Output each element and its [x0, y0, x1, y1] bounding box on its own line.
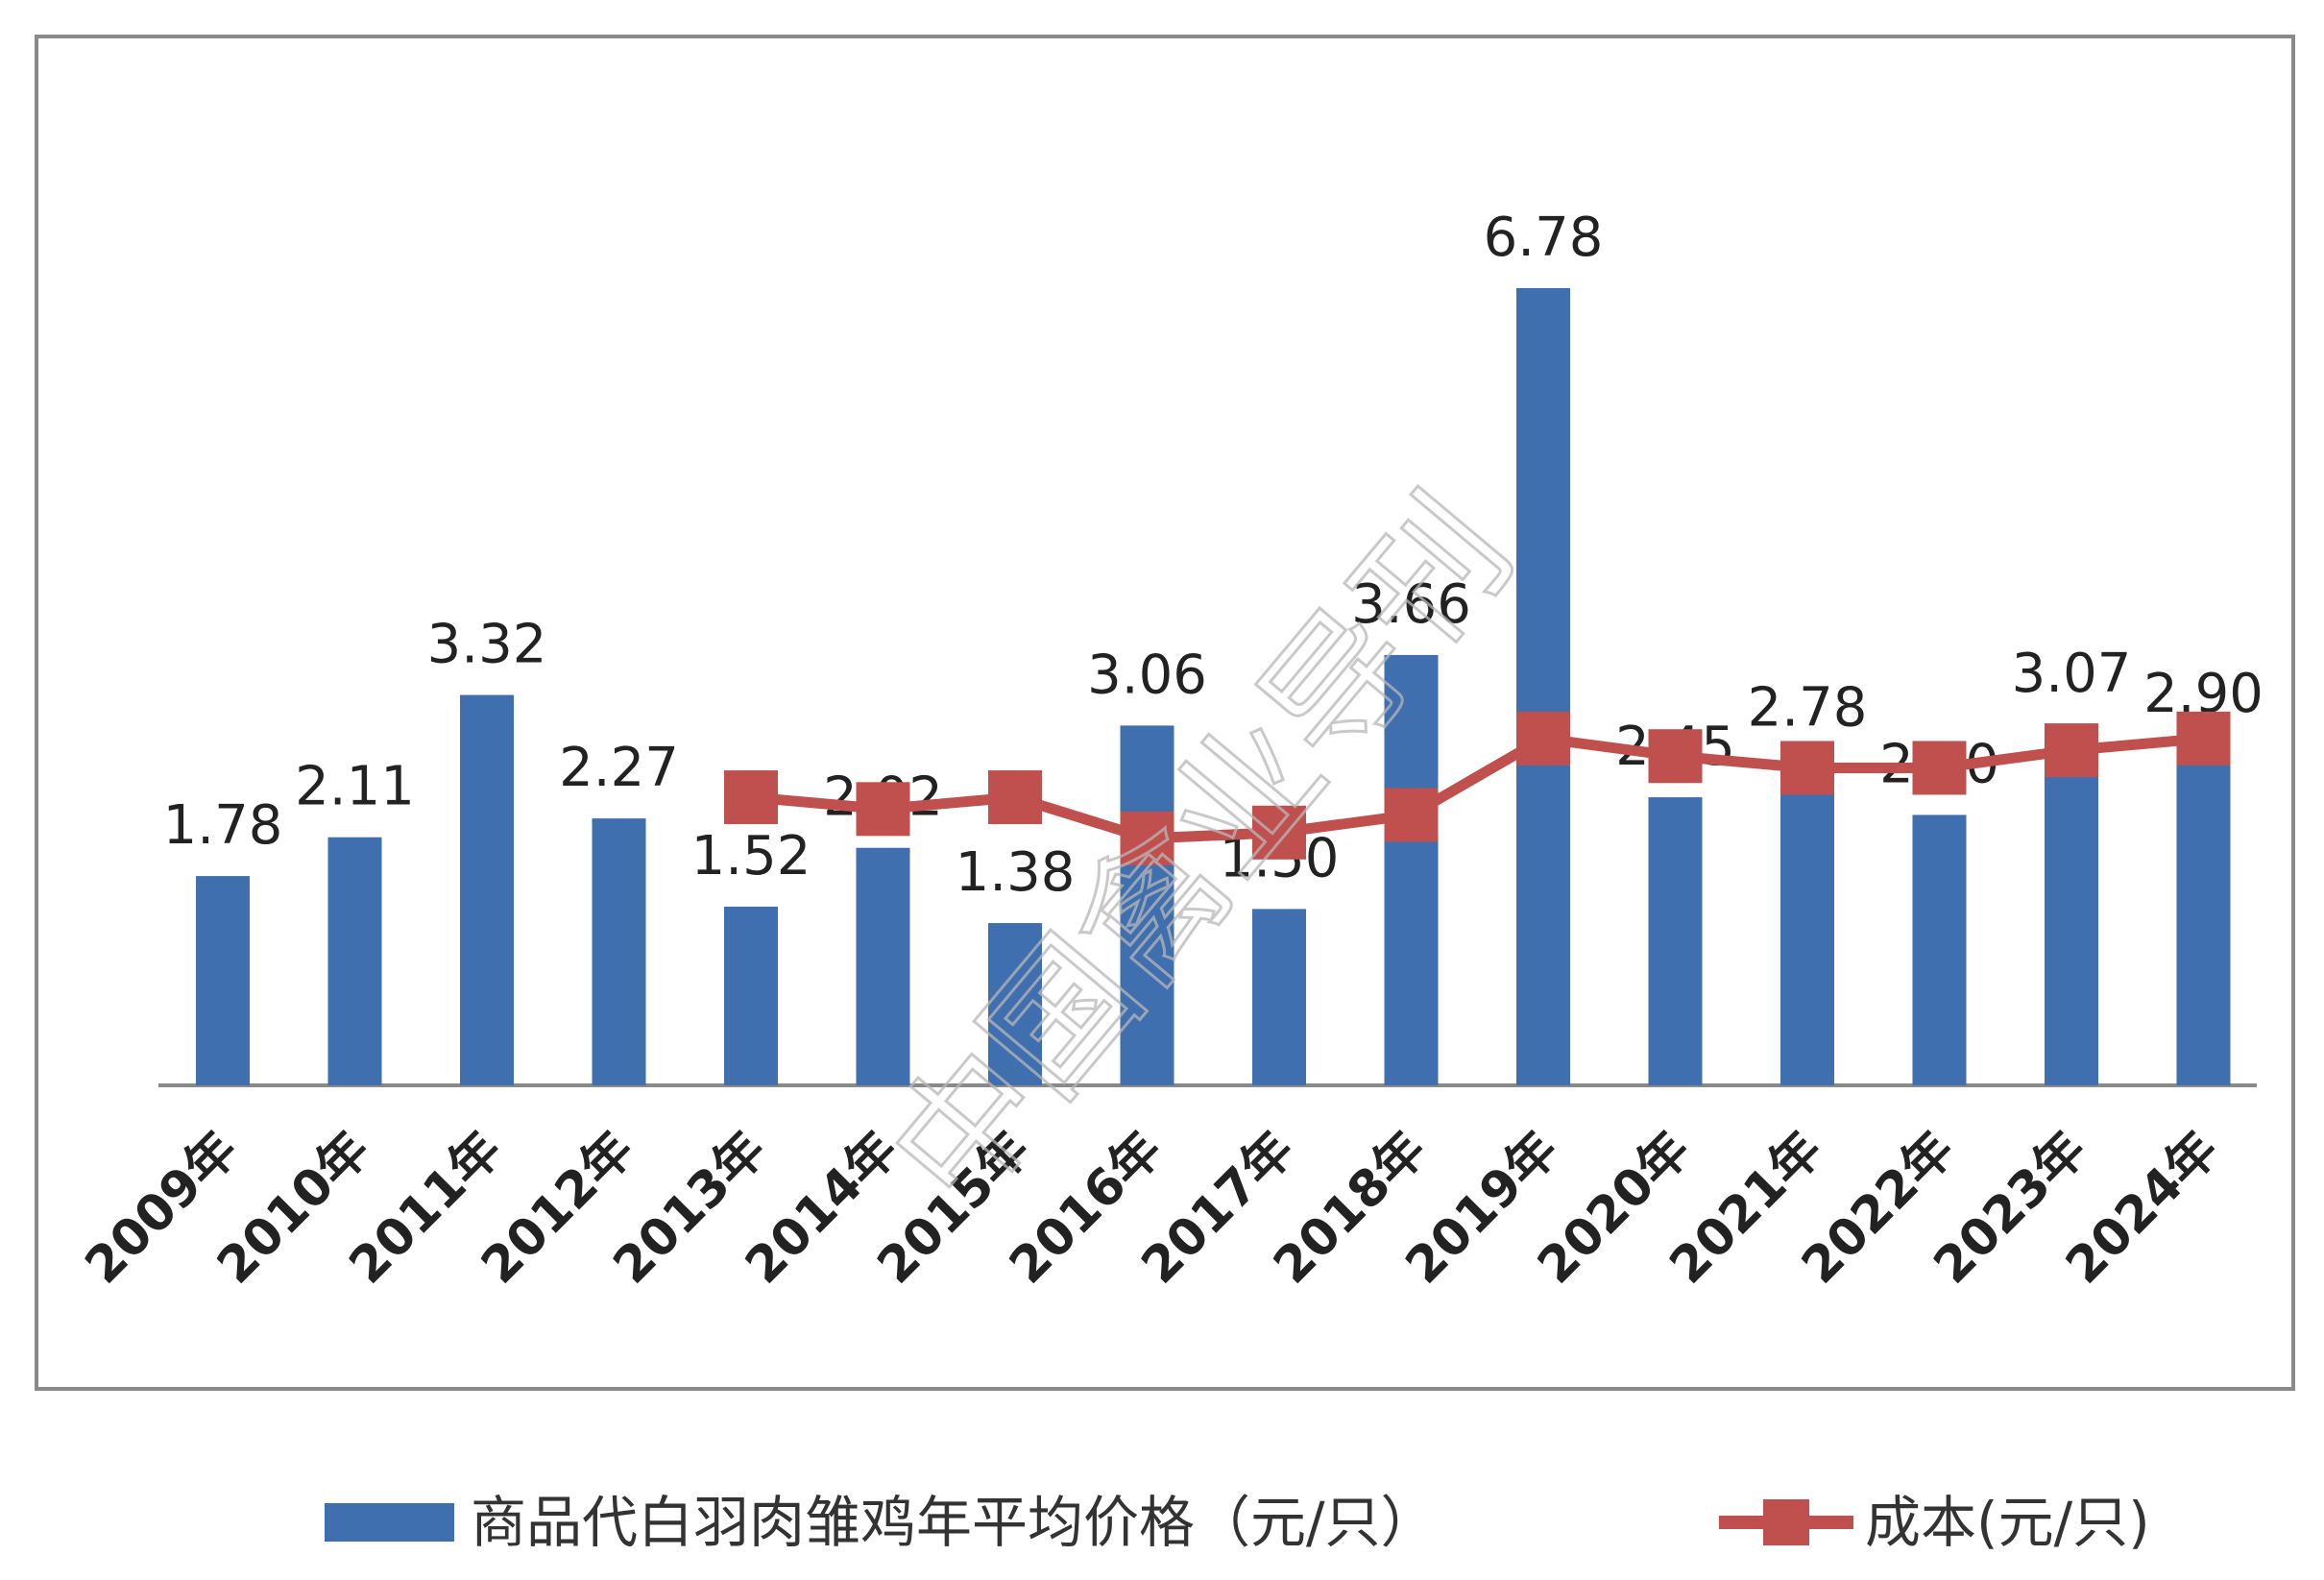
cost-marker [1252, 805, 1306, 860]
bar-2011年 [460, 694, 514, 1085]
cost-marker [988, 770, 1042, 825]
bar-value-label: 3.66 [1351, 573, 1471, 636]
chart-frame [35, 35, 2295, 1391]
bar-value-label: 2.27 [559, 737, 679, 799]
bar-2016年 [1120, 725, 1174, 1085]
cost-marker [1912, 741, 1967, 795]
cost-marker [2176, 711, 2231, 766]
bar-value-label: 2.11 [295, 756, 415, 818]
bar-2018年 [1384, 654, 1439, 1085]
bar-series [196, 288, 2231, 1085]
cost-marker [724, 770, 778, 825]
cost-marker [856, 782, 910, 837]
bar-2022年 [1912, 814, 1967, 1085]
bar-value-label: 1.52 [691, 825, 811, 887]
bar-2021年 [1780, 758, 1834, 1085]
bar-2019年 [1516, 288, 1570, 1085]
legend: 商品代白羽肉雏鸡年平均价格（元/只） 成本(元/只) [325, 1490, 2150, 1555]
cost-line-series [724, 711, 2231, 865]
cost-marker [1648, 729, 1703, 784]
cost-marker [1780, 741, 1834, 795]
legend-line-marker [1763, 1499, 1809, 1545]
bar-value-label: 1.38 [956, 841, 1076, 904]
bar-value-label: 3.07 [2012, 643, 2132, 705]
bar-2009年 [196, 876, 250, 1085]
bar-2024年 [2176, 743, 2231, 1085]
cost-marker [1384, 788, 1439, 842]
legend-bar-label: 商品代白羽肉雏鸡年平均价格（元/只） [471, 1490, 1437, 1555]
bar-2010年 [327, 837, 382, 1085]
bar-2012年 [592, 818, 646, 1085]
legend-line-label: 成本(元/只) [1865, 1490, 2150, 1555]
legend-bar-swatch [325, 1503, 454, 1542]
bar-2023年 [2045, 724, 2098, 1085]
bar-2015年 [988, 923, 1042, 1085]
bar-value-label: 6.78 [1484, 207, 1604, 269]
bar-value-label: 3.32 [427, 614, 547, 676]
bar-2020年 [1648, 797, 1703, 1085]
bar-value-label: 3.06 [1087, 644, 1207, 706]
cost-marker [1120, 811, 1174, 865]
bar-value-label: 2.78 [1748, 677, 1868, 740]
bar-value-label: 1.78 [163, 794, 283, 857]
bar-2017年 [1252, 909, 1306, 1085]
bar-2014年 [856, 847, 910, 1085]
cost-marker [1516, 711, 1570, 766]
bar-2013年 [724, 906, 778, 1085]
cost-marker [2045, 723, 2098, 778]
